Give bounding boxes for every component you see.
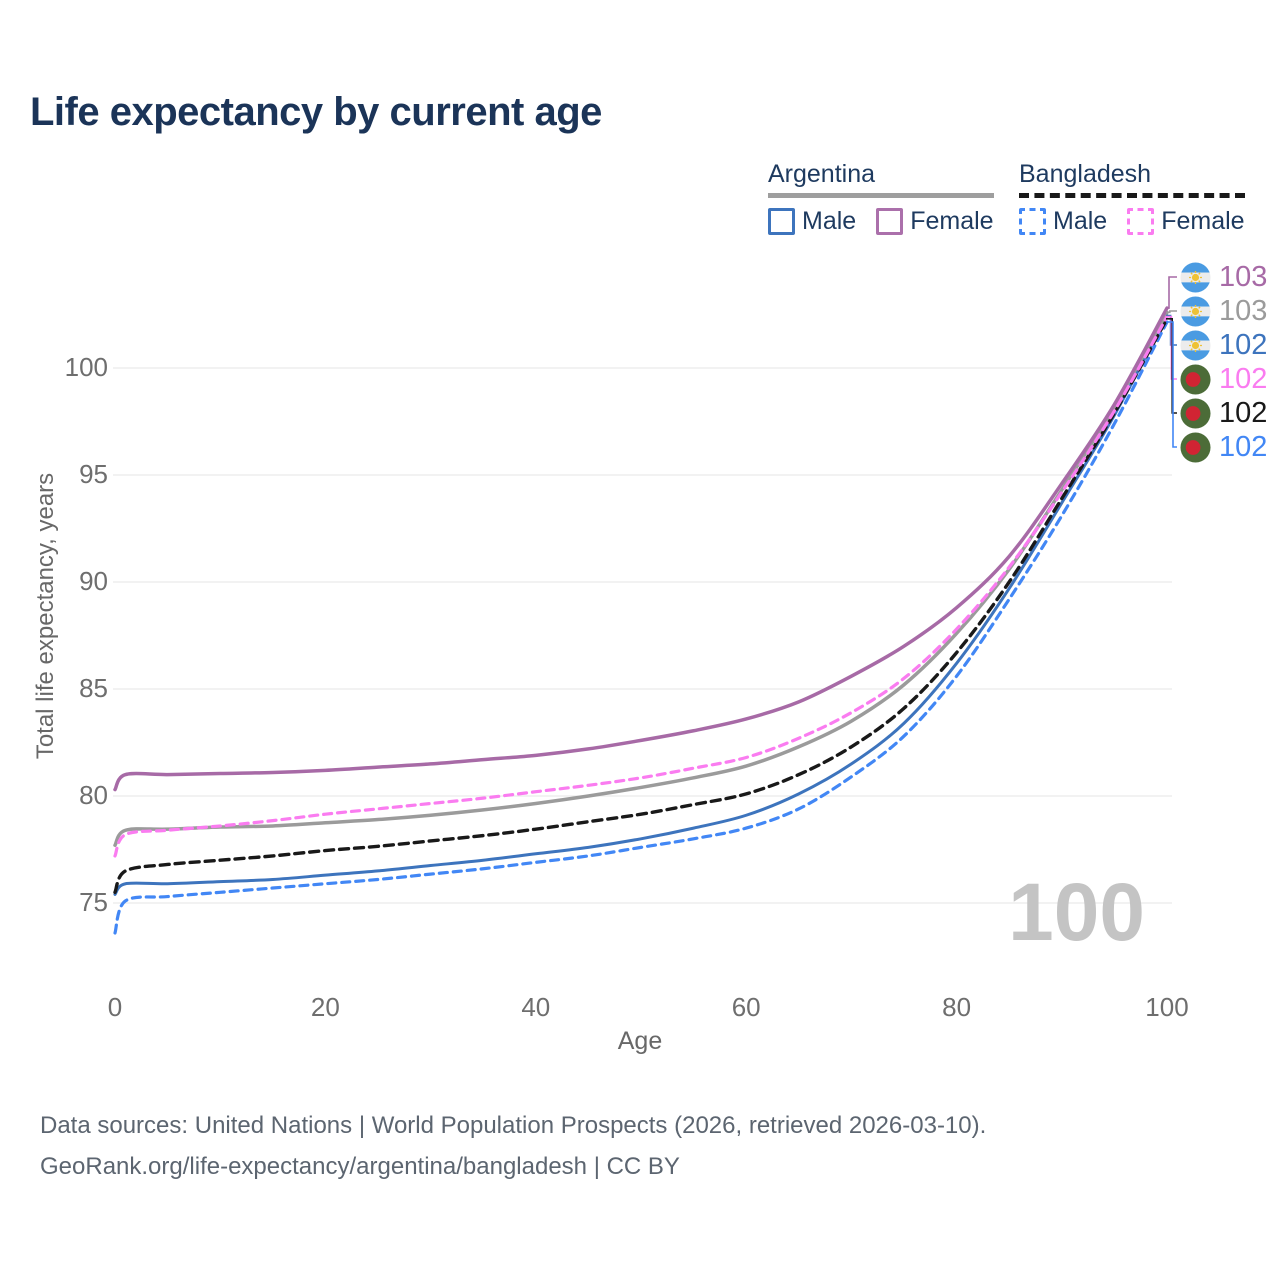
legend-swatch-argentina-male <box>768 208 795 235</box>
series-line-bangladesh-male <box>113 320 1169 935</box>
legend-item-bangladesh-male[interactable]: Male <box>1019 207 1107 236</box>
end-label-value: 102 <box>1219 362 1268 395</box>
end-label-argentina: 103 <box>1180 295 1267 327</box>
end-label-value: 103 <box>1219 260 1268 293</box>
end-label-value: 103 <box>1219 294 1268 327</box>
end-label-bangladesh: 102 <box>1180 397 1267 429</box>
legend-item-bangladesh-female[interactable]: Female <box>1127 207 1245 236</box>
end-label-bangladesh-male: 102 <box>1180 431 1267 463</box>
legend-item-label: Female <box>910 207 994 235</box>
x-axis-title: Age <box>617 1027 663 1055</box>
end-label-connector-5 <box>1166 321 1177 448</box>
bangladesh-flag-icon <box>1180 363 1211 395</box>
current-age-watermark: 100 <box>1008 867 1145 958</box>
end-label-value: 102 <box>1219 328 1268 361</box>
end-label-argentina-male: 102 <box>1180 329 1267 361</box>
legend-swatch-bangladesh-female <box>1127 208 1155 235</box>
bangladesh-flag-icon <box>1180 397 1211 429</box>
end-label-connector-0 <box>1166 276 1177 309</box>
series-line-argentina <box>113 310 1169 847</box>
legend-item-argentina-male[interactable]: Male <box>768 207 856 236</box>
y-tick-85: 85 <box>79 673 108 703</box>
page-title: Life expectancy by current age <box>30 90 602 134</box>
x-tick-0: 0 <box>107 992 123 1022</box>
y-tick-75: 75 <box>79 887 108 917</box>
legend-group-label-bangladesh: Bangladesh <box>1019 160 1152 188</box>
legend-underline-argentina <box>768 193 994 198</box>
x-tick-60: 60 <box>731 992 761 1022</box>
legend-item-label: Female <box>1161 207 1245 235</box>
x-tick-20: 20 <box>310 992 340 1022</box>
end-label-value: 102 <box>1219 430 1268 463</box>
argentina-flag-icon <box>1180 261 1211 293</box>
series-line-bangladesh <box>113 317 1169 894</box>
x-tick-40: 40 <box>521 992 551 1022</box>
x-tick-100: 100 <box>1145 992 1189 1022</box>
legend-group-argentina: Argentina Male Female <box>768 160 994 236</box>
argentina-flag-icon <box>1180 295 1211 327</box>
end-label-value: 102 <box>1219 396 1268 429</box>
legend-item-label: Male <box>802 207 857 235</box>
footer-attribution: GeoRank.org/life-expectancy/argentina/ba… <box>40 1153 680 1180</box>
bangladesh-flag-icon <box>1180 431 1211 463</box>
series-line-argentina-female <box>113 306 1169 792</box>
y-tick-90: 90 <box>79 566 108 596</box>
footer-sources: Data sources: United Nations | World Pop… <box>40 1112 987 1139</box>
y-tick-80: 80 <box>79 780 108 810</box>
footer: Data sources: United Nations | World Pop… <box>40 1105 986 1187</box>
end-label-bangladesh-female: 102 <box>1180 363 1267 395</box>
end-label-argentina-female: 103 <box>1180 261 1267 293</box>
series-line-bangladesh-female <box>113 315 1169 858</box>
end-label-connector-4 <box>1166 317 1177 414</box>
legend-group-label-argentina: Argentina <box>768 160 876 188</box>
end-label-connector-1 <box>1166 310 1177 314</box>
series-line-argentina-male <box>113 314 1169 896</box>
y-tick-95: 95 <box>79 459 108 489</box>
legend-item-argentina-female[interactable]: Female <box>876 207 994 236</box>
legend-swatch-bangladesh-male <box>1019 208 1046 235</box>
y-tick-100: 100 <box>64 352 108 382</box>
argentina-flag-icon <box>1180 329 1211 361</box>
legend-group-bangladesh: Bangladesh Male Female <box>1019 160 1245 236</box>
legend-underline-bangladesh <box>1019 193 1245 198</box>
legend-swatch-argentina-female <box>876 208 904 235</box>
x-tick-80: 80 <box>942 992 972 1022</box>
legend-item-label: Male <box>1053 207 1108 235</box>
